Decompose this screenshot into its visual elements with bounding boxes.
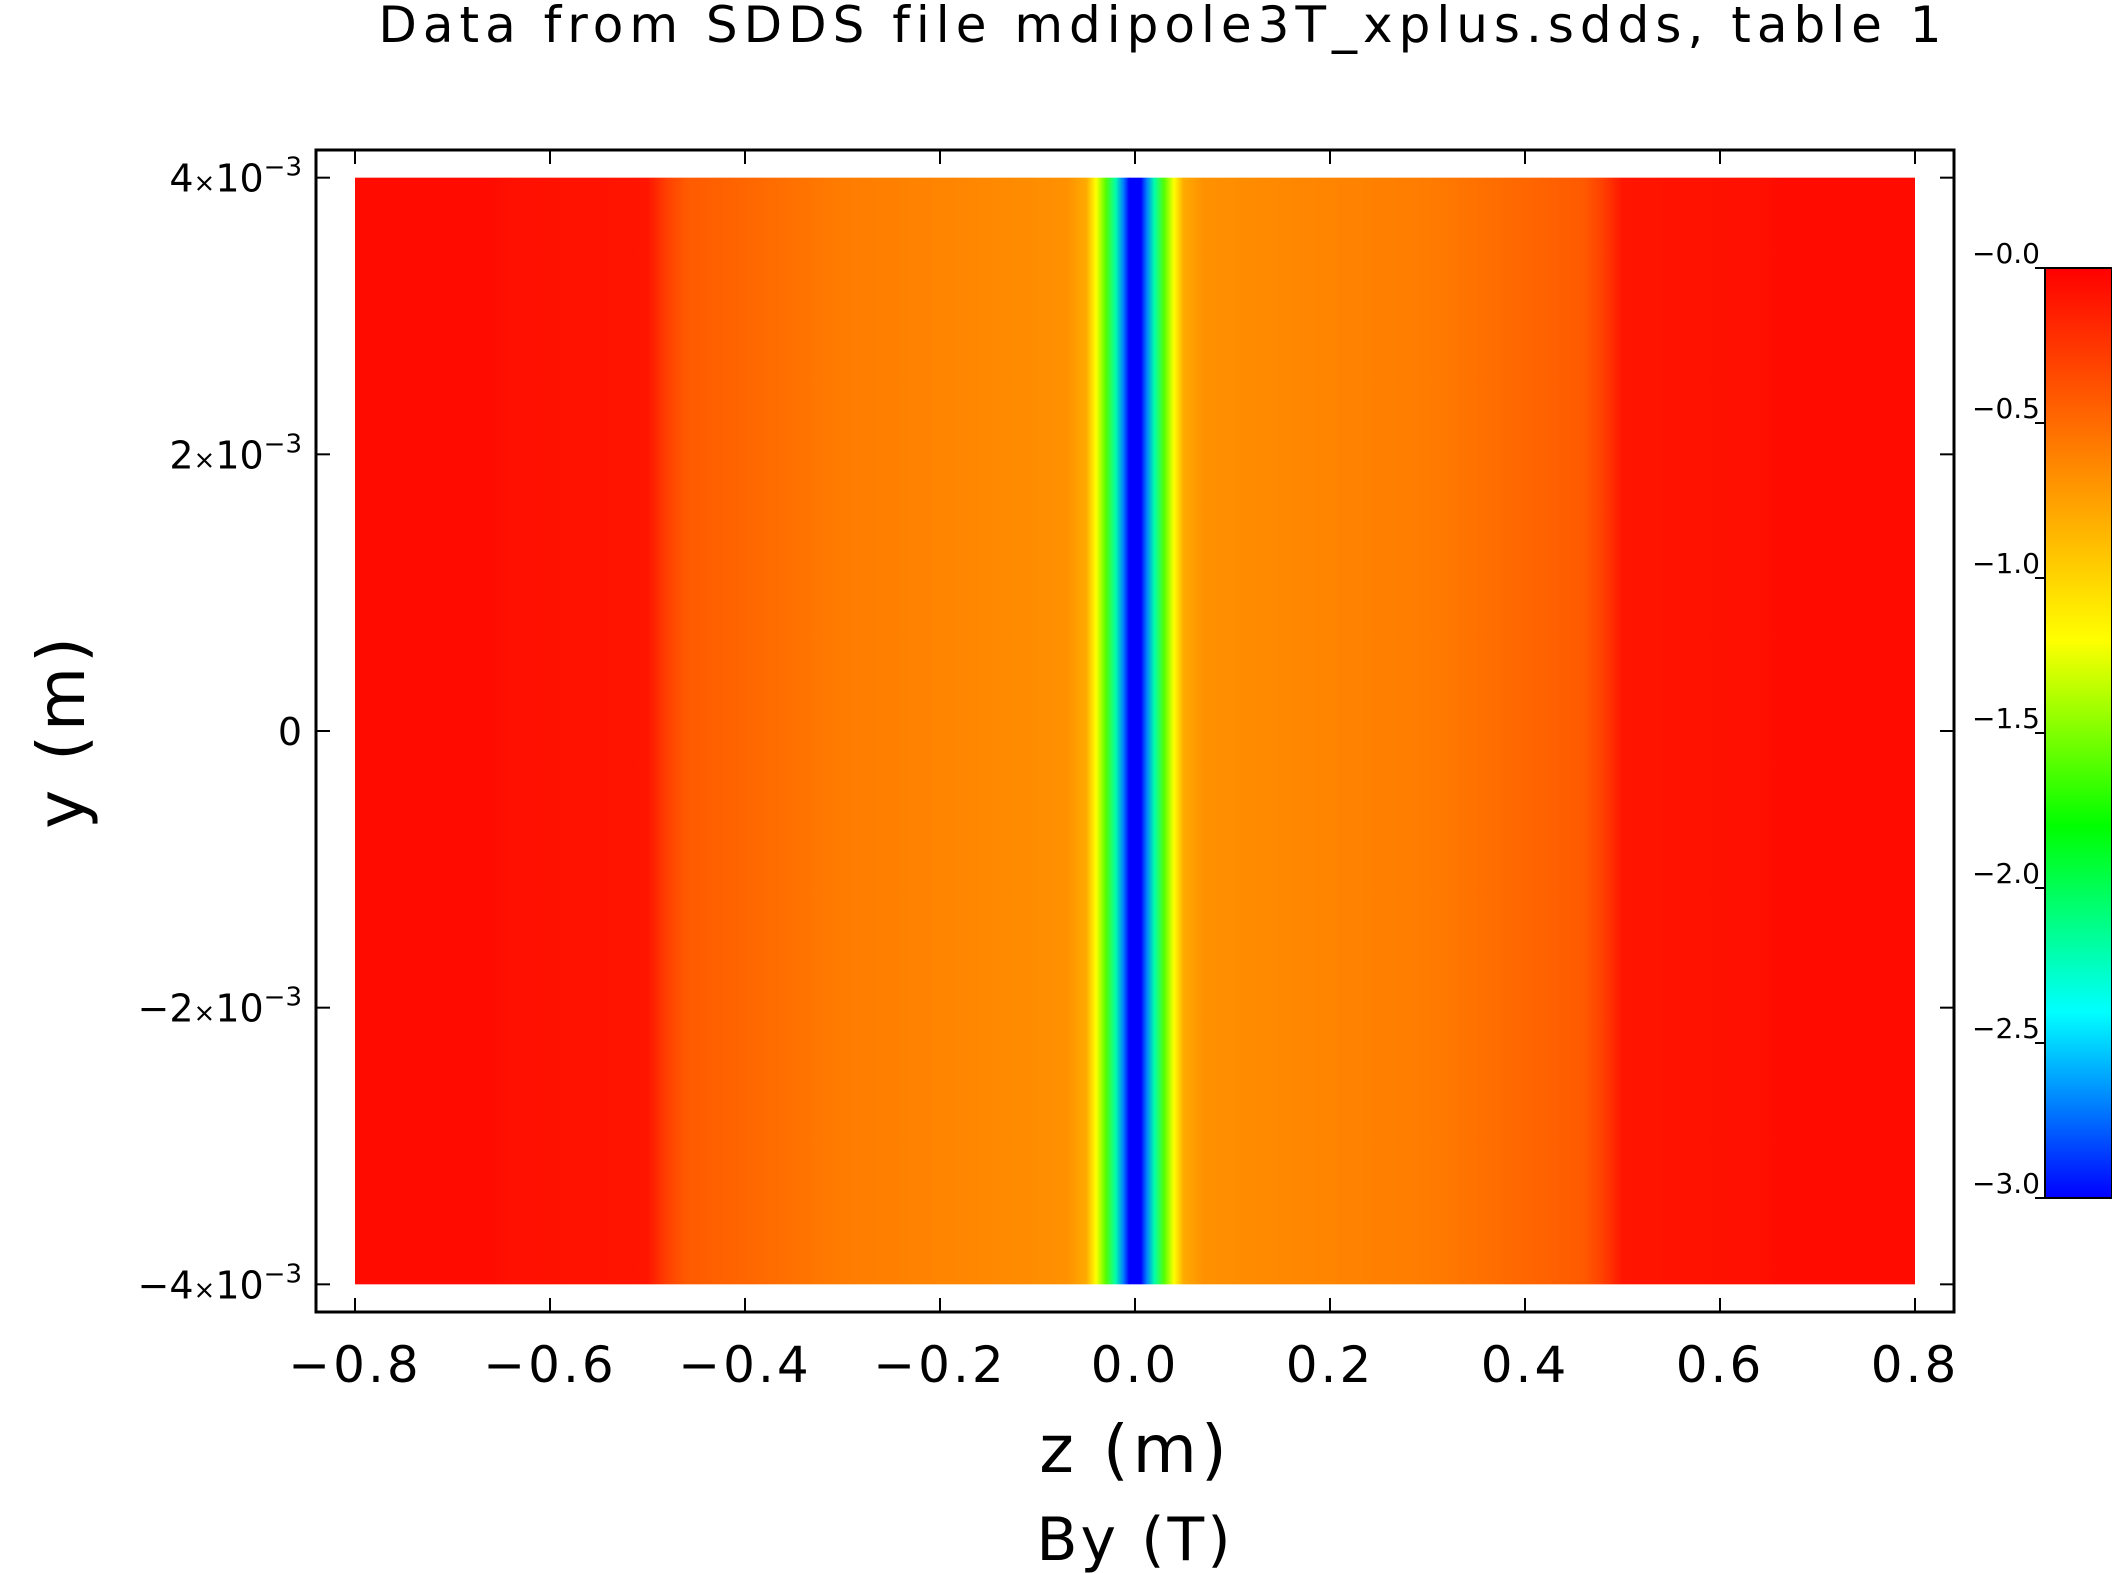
colorbar-tick-label: −0.0 xyxy=(1972,237,2040,270)
x-tick-label: 0.2 xyxy=(1286,1336,1375,1394)
x-tick-label: 0.0 xyxy=(1091,1336,1180,1394)
y-axis-ticks: 4×10−3 2×10−3 0 −2×10−3 −4×10−3 xyxy=(137,153,1954,1307)
heatmap-field xyxy=(355,177,1915,1285)
colorbar-tick-label: −1.0 xyxy=(1972,547,2040,580)
x-tick-label: 0.6 xyxy=(1676,1336,1765,1394)
chart-title: Data from SDDS file mdipole3T_xplus.sdds… xyxy=(378,0,1947,54)
y-tick-label: −2×10−3 xyxy=(137,983,302,1031)
colorbar-quantity-label: By (T) xyxy=(1036,1505,1233,1573)
colorbar-tick-label: −2.5 xyxy=(1972,1012,2040,1045)
x-tick-label: −0.6 xyxy=(483,1336,616,1394)
y-tick-label: 2×10−3 xyxy=(169,429,302,477)
y-tick-label: −4×10−3 xyxy=(137,1259,302,1307)
colorbar-tick-label: −2.0 xyxy=(1972,857,2040,890)
y-tick-label: 4×10−3 xyxy=(169,153,302,201)
colorbar-tick-label: −1.5 xyxy=(1972,702,2040,735)
x-axis-label: z (m) xyxy=(1039,1411,1230,1488)
colorbar-tick-label: −0.5 xyxy=(1972,392,2040,425)
x-tick-label: 0.8 xyxy=(1871,1336,1960,1394)
y-tick-label: 0 xyxy=(278,710,302,754)
x-tick-label: −0.2 xyxy=(873,1336,1006,1394)
colorbar-tick-label: −3.0 xyxy=(1972,1167,2040,1200)
colorbar-ticks: −0.0 −0.5 −1.0 −1.5 −2.0 −2.5 −3.0 xyxy=(1972,237,2045,1200)
x-tick-label: −0.8 xyxy=(288,1336,421,1394)
y-axis-label: y (m) xyxy=(23,633,100,829)
x-tick-label: 0.4 xyxy=(1481,1336,1570,1394)
colorbar xyxy=(2044,267,2112,1199)
x-tick-label: −0.4 xyxy=(678,1336,811,1394)
x-axis-ticks: −0.8 −0.6 −0.4 −0.2 0.0 0.2 0.4 0.6 0.8 xyxy=(288,150,1960,1394)
